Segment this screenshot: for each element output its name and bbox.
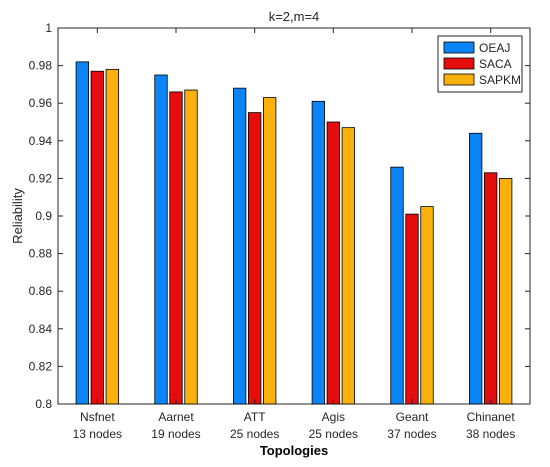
y-tick-label: 0.88: [29, 247, 53, 261]
bar-sapkm-nsfnet: [105, 68, 119, 405]
x-tick-sublabel: 25 nodes: [309, 427, 358, 441]
x-tick-sublabel: 25 nodes: [230, 427, 279, 441]
x-tick-label: Chinanet: [467, 410, 516, 424]
y-tick-label: 0.94: [29, 134, 53, 148]
bar-sapkm-agis: [341, 127, 355, 405]
legend-label-sapkm: SAPKM: [479, 73, 521, 87]
bar-sapkm-att: [263, 97, 277, 405]
x-tick-label: ATT: [244, 410, 266, 424]
y-tick-label: 0.9: [35, 209, 52, 223]
x-tick-label: Aarnet: [158, 410, 194, 424]
legend-label-oeaj: OEAJ: [479, 41, 510, 55]
legend-label-saca: SACA: [479, 57, 512, 71]
x-axis: Nsfnet 13 nodes Aarnet 19 nodes ATT 25 nodes A…: [73, 28, 516, 441]
chart-title: k=2,m=4: [269, 9, 320, 24]
y-tick-label: 0.84: [29, 322, 53, 336]
x-tick-sublabel: 13 nodes: [73, 427, 122, 441]
legend-swatch-oeaj: [443, 41, 475, 54]
x-axis-label: Topologies: [260, 443, 328, 458]
bar-oeaj-aarnet: [154, 74, 168, 405]
x-tick-sublabel: 19 nodes: [151, 427, 200, 441]
x-tick-label: Geant: [396, 410, 429, 424]
bar-saca-aarnet: [169, 91, 183, 405]
y-tick-label: 0.8: [35, 397, 52, 411]
y-tick-label: 1: [45, 21, 52, 35]
x-tick-sublabel: 37 nodes: [387, 427, 436, 441]
bar-saca-nsfnet: [90, 70, 104, 405]
y-tick-label: 0.92: [29, 171, 53, 185]
bar-saca-agis: [326, 121, 340, 405]
legend-swatch-saca: [443, 57, 475, 70]
y-axis-label: Reliability: [10, 188, 25, 244]
bar-oeaj-agis: [311, 100, 325, 405]
bars-layer: [75, 61, 513, 405]
bar-oeaj-geant: [390, 166, 404, 405]
bar-sapkm-geant: [420, 206, 434, 405]
legend-swatch-sapkm: [443, 73, 475, 86]
x-tick-label: Agis: [322, 410, 345, 424]
bar-sapkm-aarnet: [184, 89, 198, 405]
y-tick-label: 0.98: [29, 59, 53, 73]
bar-oeaj-nsfnet: [75, 61, 89, 405]
x-tick-sublabel: 38 nodes: [466, 427, 515, 441]
y-axis: 0.8 0.82 0.84 0.86 0.88 0.9 0.92 0.94 0.96 0.98 1: [29, 21, 530, 411]
bar-saca-chinanet: [484, 172, 498, 405]
y-tick-label: 0.96: [29, 96, 53, 110]
bar-oeaj-att: [233, 87, 247, 405]
y-tick-label: 0.82: [29, 359, 53, 373]
bar-sapkm-chinanet: [499, 177, 513, 405]
bar-saca-att: [248, 112, 262, 405]
legend: OEAJ SACA SAPKM: [437, 35, 523, 93]
x-tick-label: Nsfnet: [80, 410, 115, 424]
bar-saca-geant: [405, 213, 419, 405]
bar-oeaj-chinanet: [469, 132, 483, 405]
y-tick-label: 0.86: [29, 284, 53, 298]
